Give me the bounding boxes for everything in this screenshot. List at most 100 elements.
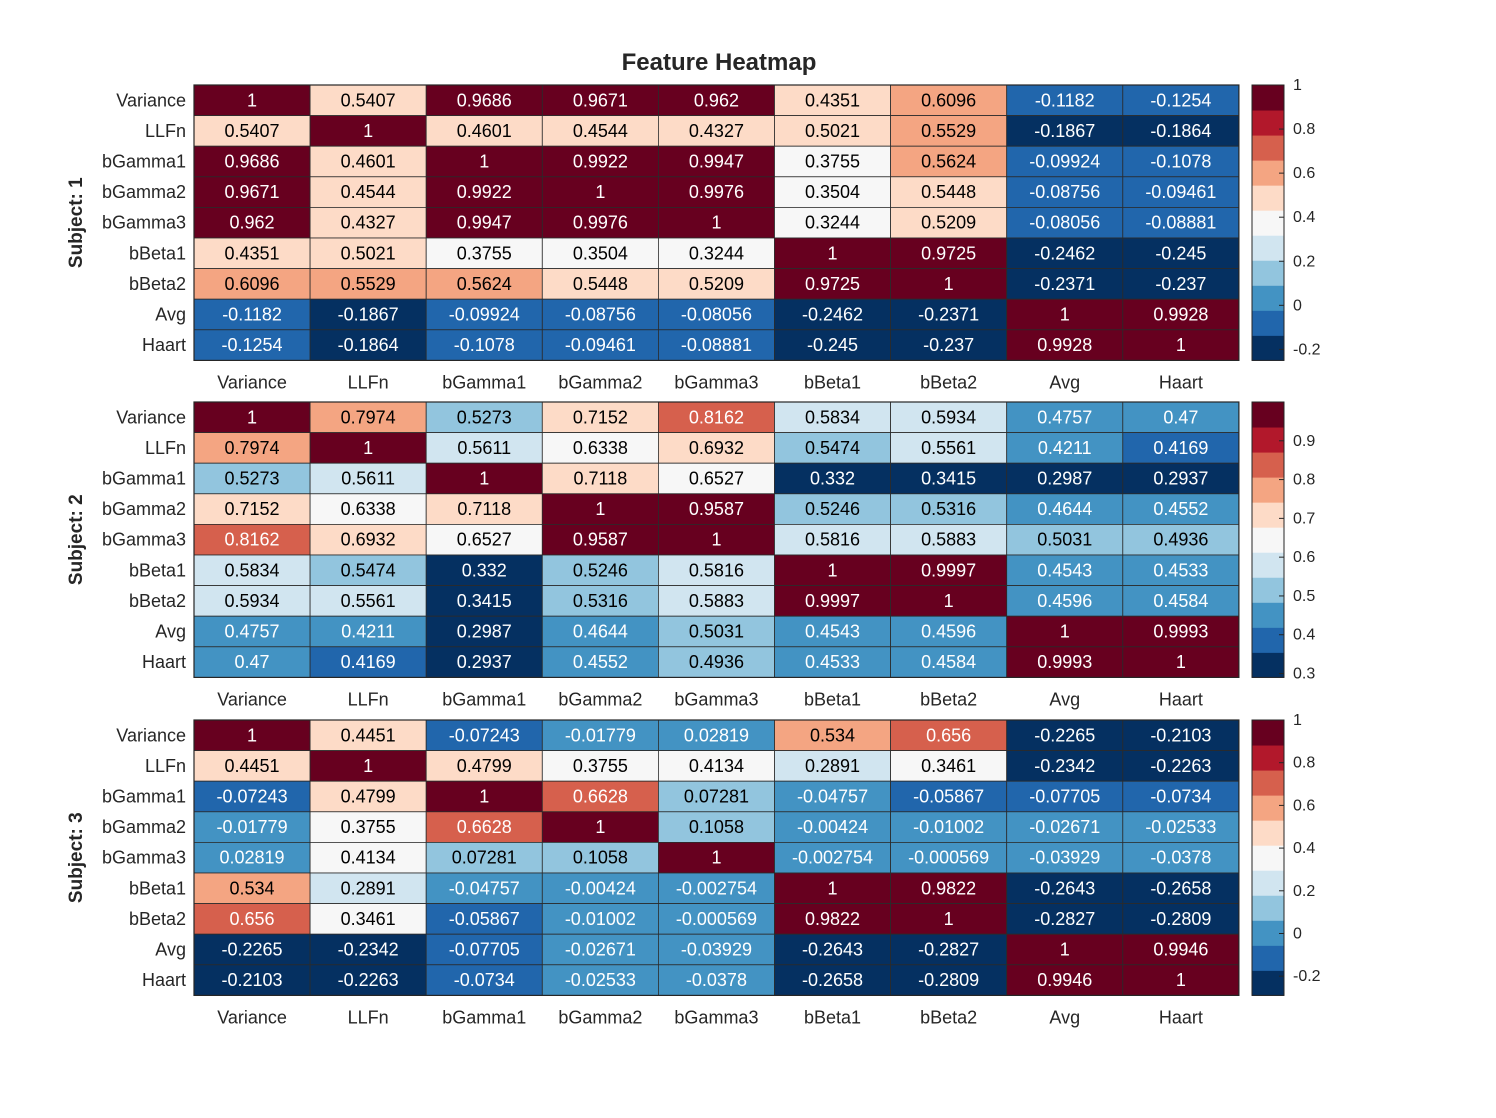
- cell-value-label: 0.5316: [573, 591, 628, 611]
- heatmap-cell: [1122, 462, 1240, 495]
- cell-value-label: 0.5031: [1037, 530, 1092, 550]
- heatmap-cell: [309, 780, 427, 813]
- heatmap-cell: [541, 585, 659, 617]
- cell-value-label: -0.1867: [1034, 121, 1095, 141]
- cell-value-label: -0.237: [1155, 274, 1206, 294]
- cell-value-label: -0.07243: [449, 725, 520, 745]
- cell-value-label: 0.4544: [573, 121, 628, 141]
- heatmap-cell: [193, 237, 311, 270]
- heatmap-cell: [658, 646, 775, 678]
- cell-value-label: 0.4327: [689, 121, 744, 141]
- cell-value-label: -0.01002: [913, 817, 984, 837]
- colorbar-segment: [1252, 652, 1284, 678]
- cell-value-label: 0.9671: [573, 90, 628, 110]
- heatmap-cell: [1122, 329, 1240, 361]
- heatmap-cell: [774, 84, 891, 117]
- cell-value-label: 1: [1176, 652, 1186, 672]
- row-label: Variance: [116, 725, 186, 745]
- colorbar-tick-label: 0.6: [1293, 549, 1315, 566]
- colorbar-segment: [1252, 402, 1284, 428]
- row-label: bGamma1: [102, 152, 186, 172]
- cell-value-label: -0.2371: [918, 305, 979, 325]
- cell-value-label: 0.9997: [805, 591, 860, 611]
- colorbar-tick-label: 0.8: [1293, 472, 1315, 489]
- heatmap-cell: [1006, 719, 1124, 752]
- cell-value-label: -0.2658: [1150, 878, 1211, 898]
- heatmap-cell: [425, 872, 543, 905]
- heatmap-cell: [193, 268, 311, 300]
- cell-value-label: 0.9686: [225, 152, 280, 172]
- column-label: Avg: [1049, 689, 1080, 709]
- column-label: Haart: [1159, 372, 1203, 392]
- column-label: bBeta2: [920, 372, 977, 392]
- colorbar-segment: [1252, 552, 1284, 578]
- heatmap-cell: [1006, 401, 1124, 434]
- cell-value-label: 0.4211: [1038, 438, 1092, 458]
- heatmap-cell: [1006, 646, 1124, 678]
- row-label: Variance: [116, 407, 186, 427]
- colorbar-segment: [1252, 335, 1284, 361]
- cell-value-label: 1: [1176, 970, 1186, 990]
- row-label: bGamma3: [102, 848, 186, 868]
- heatmap-cell: [309, 524, 427, 556]
- heatmap-cell: [193, 206, 311, 239]
- heatmap-cell: [1006, 903, 1124, 935]
- colorbar-border: [1251, 719, 1285, 996]
- heatmap-cell: [774, 964, 891, 996]
- cell-value-label: 0.6338: [341, 499, 396, 519]
- row-label: LLFn: [145, 756, 186, 776]
- cell-value-label: 0.2937: [1153, 469, 1208, 489]
- heatmap-cell: [890, 933, 1008, 966]
- chart-title: Feature Heatmap: [622, 49, 817, 76]
- cell-value-label: 0.9686: [457, 90, 512, 110]
- cell-value-label: -0.09924: [449, 305, 520, 325]
- heatmap-cell: [774, 615, 891, 648]
- colorbar-tick-label: 0.4: [1293, 627, 1315, 644]
- heatmap-cell: [658, 401, 775, 434]
- cell-value-label: -0.02671: [1029, 817, 1100, 837]
- cell-value-label: -0.0734: [1150, 787, 1211, 807]
- heatmap-cell: [193, 176, 311, 208]
- heatmap-cell: [1122, 401, 1240, 434]
- cell-value-label: -0.000569: [908, 848, 989, 868]
- cell-value-label: 0.5273: [225, 469, 280, 489]
- heatmap-cell: [774, 646, 891, 678]
- cell-value-label: -0.01779: [565, 725, 636, 745]
- cell-value-label: -0.00424: [797, 817, 868, 837]
- heatmap-cell: [658, 842, 775, 874]
- column-label: LLFn: [348, 689, 389, 709]
- colorbar-segment: [1252, 85, 1284, 111]
- heatmap-cell: [890, 206, 1008, 239]
- cell-value-label: -0.08056: [681, 305, 752, 325]
- heatmap-cell: [658, 493, 775, 525]
- colorbar-segment: [1252, 945, 1284, 971]
- cell-value-label: 0.5529: [341, 274, 396, 294]
- heatmap-cell: [309, 268, 427, 300]
- heatmap-cell: [309, 493, 427, 525]
- cell-value-label: 1: [363, 756, 373, 776]
- column-label: bGamma2: [558, 689, 642, 709]
- colorbar-tick-label: 0: [1293, 925, 1302, 942]
- heatmap-panel-1: 1 0.5407 0.9686 0.9671 0.962 0.4351 0.6096 -0.1…: [66, 77, 1321, 392]
- colorbar-segment: [1252, 427, 1284, 453]
- cell-value-label: -0.08881: [681, 335, 752, 355]
- cell-value-label: 0.4644: [573, 622, 628, 642]
- heatmap-cell: [658, 585, 775, 617]
- cell-value-label: 0.3461: [341, 909, 396, 929]
- colorbar: -0.2 0 0.2 0.4 0.6 0.8 1: [1251, 77, 1321, 361]
- cell-value-label: 0.4543: [805, 622, 860, 642]
- row-label: bBeta2: [129, 909, 186, 929]
- heatmap-cell: [541, 298, 659, 331]
- column-label: bGamma2: [558, 372, 642, 392]
- heatmap-cell: [658, 719, 775, 752]
- cell-value-label: 0.5883: [689, 591, 744, 611]
- colorbar-segment: [1252, 110, 1284, 136]
- heatmap-cell: [193, 115, 311, 147]
- cell-value-label: 0.9922: [573, 152, 628, 172]
- heatmap-cell: [1006, 585, 1124, 617]
- heatmap-cell: [774, 750, 891, 782]
- row-label: LLFn: [145, 438, 186, 458]
- cell-value-label: 0.2937: [457, 652, 512, 672]
- heatmap-cell: [309, 401, 427, 434]
- cell-value-label: -0.2103: [1150, 725, 1211, 745]
